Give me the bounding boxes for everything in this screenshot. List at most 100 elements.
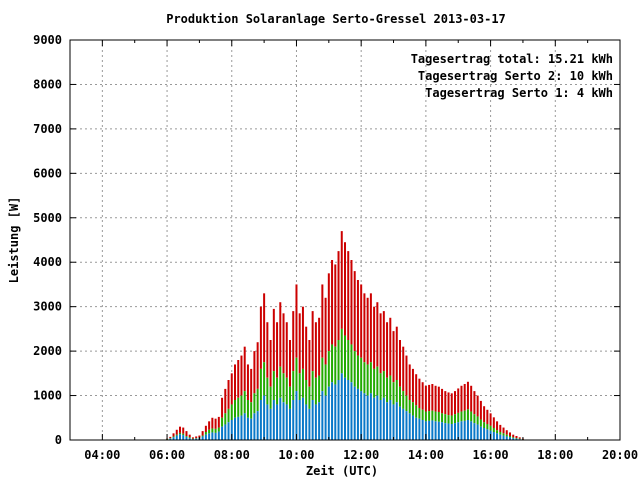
bar-total (444, 391, 447, 415)
bar-serto2 (279, 366, 282, 398)
bar-serto2 (392, 382, 395, 405)
bar-total (476, 395, 479, 417)
bar-serto1 (366, 395, 369, 440)
bar-total (175, 429, 178, 435)
bar-total (266, 322, 269, 378)
bar-total (263, 293, 266, 363)
bar-serto2 (509, 436, 511, 438)
bar-serto1 (301, 397, 304, 440)
bar-serto2 (305, 380, 308, 405)
bar-serto1 (272, 400, 275, 440)
bar-serto1 (179, 434, 181, 440)
bar-serto1 (428, 420, 431, 440)
x-tick-label: 12:00 (343, 448, 379, 462)
bar-total (505, 430, 508, 435)
bar-total (479, 400, 482, 420)
bar-serto1 (447, 423, 450, 440)
bar-serto2 (399, 386, 401, 407)
bar-serto1 (250, 418, 253, 440)
bar-serto2 (386, 377, 389, 403)
bar-serto1 (188, 438, 191, 440)
bar-serto2 (373, 368, 376, 398)
bar-serto2 (454, 414, 456, 424)
bar-total (337, 251, 340, 340)
bar-serto1 (402, 408, 405, 440)
bar-total (201, 431, 204, 436)
bar-serto2 (237, 397, 240, 417)
bar-serto1 (321, 391, 324, 440)
bar-serto1 (486, 429, 489, 440)
bar-serto1 (334, 384, 337, 440)
bar-serto2 (308, 386, 311, 409)
bar-total (454, 391, 456, 415)
bar-serto2 (408, 400, 411, 414)
bar-serto1 (311, 400, 314, 440)
bar-serto2 (460, 411, 463, 422)
bar-total (382, 311, 385, 372)
bar-serto1 (331, 382, 334, 440)
bar-serto1 (418, 418, 421, 440)
bar-serto1 (450, 424, 453, 440)
bar-serto1 (259, 400, 262, 440)
bar-total (204, 425, 207, 432)
bar-serto1 (389, 400, 392, 440)
bar-serto1 (285, 404, 288, 440)
bar-serto1 (505, 436, 508, 440)
bar-serto2 (263, 362, 266, 396)
bar-total (289, 340, 291, 387)
bar-serto2 (201, 435, 204, 437)
x-tick-label: 18:00 (537, 448, 573, 462)
bar-total (424, 385, 427, 412)
bar-total (250, 368, 253, 403)
bar-serto2 (395, 380, 398, 403)
bar-total (324, 297, 327, 365)
bar-total (208, 421, 211, 430)
bar-serto1 (373, 397, 376, 440)
bar-serto2 (502, 433, 505, 436)
bar-serto1 (434, 421, 437, 440)
bar-total (214, 418, 217, 429)
x-tick-label: 14:00 (408, 448, 444, 462)
bar-total (308, 340, 311, 387)
bar-serto2 (415, 405, 418, 418)
bar-total (402, 346, 405, 392)
bar-total (376, 302, 379, 367)
bar-total (509, 432, 511, 436)
bar-total (185, 431, 188, 436)
bar-serto1 (279, 397, 282, 440)
bar-total (269, 340, 272, 387)
bar-serto2 (175, 434, 178, 436)
bar-serto2 (356, 355, 359, 389)
bar-serto1 (415, 417, 418, 440)
bar-total (318, 317, 321, 376)
x-axis-label: Zeit (UTC) (306, 464, 378, 478)
bar-total (282, 313, 285, 374)
bar-serto2 (179, 432, 181, 435)
bar-total (172, 433, 175, 437)
x-tick-label: 04:00 (84, 448, 120, 462)
bar-serto1 (360, 391, 363, 440)
bar-serto2 (272, 371, 275, 400)
bar-serto1 (337, 380, 340, 440)
bar-serto1 (314, 404, 317, 440)
bar-total (240, 355, 243, 396)
bar-serto1 (441, 422, 444, 440)
bar-serto1 (431, 420, 434, 440)
bar-serto1 (324, 395, 327, 440)
bar-serto1 (217, 431, 220, 440)
bar-total (191, 437, 194, 439)
bar-serto2 (457, 412, 460, 423)
bar-serto1 (214, 432, 217, 440)
bar-total (179, 426, 181, 433)
bar-serto1 (185, 436, 188, 440)
bar-serto2 (450, 415, 453, 424)
y-axis-label: Leistung [W] (7, 197, 21, 284)
bar-serto1 (246, 417, 249, 440)
bar-total (295, 284, 298, 358)
bar-serto1 (237, 416, 240, 440)
bar-serto2 (463, 410, 466, 421)
bar-total (483, 406, 486, 423)
bar-total (217, 416, 220, 428)
bar-total (405, 355, 408, 396)
